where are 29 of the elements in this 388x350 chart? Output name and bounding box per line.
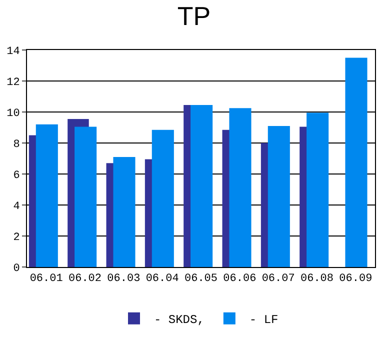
x-tick-label: 06.08: [300, 273, 334, 286]
chart-title: TP: [177, 1, 211, 32]
x-tick-label: 06.04: [146, 273, 180, 286]
bar: [229, 108, 252, 267]
y-tick-label: 2: [13, 232, 20, 244]
x-tick-label: 06.02: [68, 273, 102, 286]
x-tick-label: 06.09: [339, 273, 372, 286]
y-tick-label: 8: [13, 138, 20, 151]
x-tick-label: 06.07: [262, 273, 295, 286]
bar: [306, 112, 329, 267]
bar: [152, 130, 174, 267]
bar: [74, 126, 97, 267]
x-tick-label: 06.05: [184, 273, 218, 286]
bar: [345, 58, 368, 267]
x-tick-label: 06.01: [30, 273, 64, 286]
y-tick-label: 6: [13, 170, 20, 182]
bar: [113, 156, 136, 267]
legend-label: - LF: [249, 313, 278, 328]
x-tick-label: 06.06: [223, 273, 256, 286]
y-tick-label: 14: [6, 46, 20, 58]
bar: [190, 105, 213, 267]
bar: [268, 126, 290, 267]
y-tick-label: 4: [13, 200, 20, 213]
legend-label: - SKDS,: [154, 313, 204, 328]
y-tick-label: 0: [13, 262, 20, 275]
y-tick-label: 10: [6, 108, 20, 120]
y-tick-label: 12: [6, 76, 20, 89]
x-tick-label: 06.03: [107, 273, 140, 286]
bar: [36, 124, 58, 267]
